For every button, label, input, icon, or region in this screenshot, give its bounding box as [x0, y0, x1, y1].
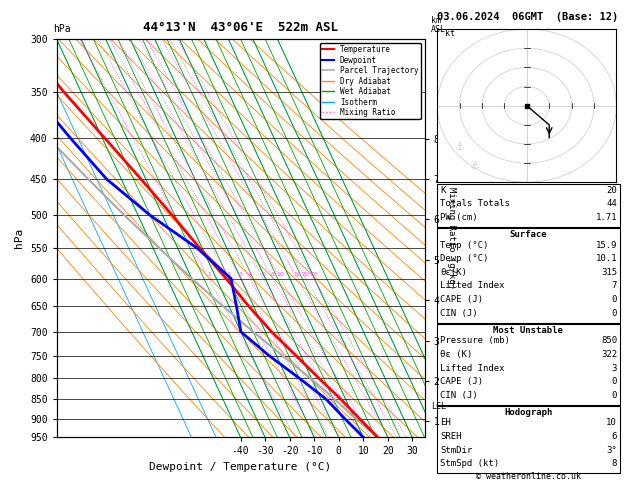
- Text: Lifted Index: Lifted Index: [440, 364, 505, 373]
- Text: 3°: 3°: [606, 446, 617, 455]
- Text: 3: 3: [611, 364, 617, 373]
- Text: 03.06.2024  06GMT  (Base: 12): 03.06.2024 06GMT (Base: 12): [437, 12, 618, 22]
- Text: CAPE (J): CAPE (J): [440, 377, 483, 386]
- Text: ⚓: ⚓: [455, 142, 465, 152]
- Text: 3: 3: [239, 272, 243, 277]
- Text: km
ASL: km ASL: [431, 16, 446, 34]
- Text: CAPE (J): CAPE (J): [440, 295, 483, 304]
- Y-axis label: Mixing Ratio (g/kg): Mixing Ratio (g/kg): [447, 187, 456, 289]
- Text: © weatheronline.co.uk: © weatheronline.co.uk: [476, 472, 581, 481]
- Text: EH: EH: [440, 418, 451, 428]
- Text: 10: 10: [606, 418, 617, 428]
- Text: 0: 0: [611, 309, 617, 318]
- Text: PW (cm): PW (cm): [440, 213, 478, 222]
- Text: 0: 0: [611, 377, 617, 386]
- Text: 1: 1: [207, 272, 211, 277]
- Text: 4: 4: [248, 272, 252, 277]
- Legend: Temperature, Dewpoint, Parcel Trajectory, Dry Adiabat, Wet Adiabat, Isotherm, Mi: Temperature, Dewpoint, Parcel Trajectory…: [320, 43, 421, 120]
- Text: K: K: [440, 186, 446, 195]
- Text: Surface: Surface: [509, 230, 547, 239]
- Text: Temp (°C): Temp (°C): [440, 241, 489, 250]
- Text: θε (K): θε (K): [440, 350, 472, 359]
- Text: Dewp (°C): Dewp (°C): [440, 254, 489, 263]
- Text: 7: 7: [611, 281, 617, 291]
- Text: 20: 20: [302, 272, 309, 277]
- Text: 1.71: 1.71: [596, 213, 617, 222]
- Text: Pressure (mb): Pressure (mb): [440, 336, 510, 346]
- Text: Hodograph: Hodograph: [504, 408, 552, 417]
- Text: 25: 25: [310, 272, 318, 277]
- Text: Totals Totals: Totals Totals: [440, 199, 510, 208]
- Text: 15.9: 15.9: [596, 241, 617, 250]
- Text: 16: 16: [294, 272, 301, 277]
- X-axis label: Dewpoint / Temperature (°C): Dewpoint / Temperature (°C): [150, 462, 331, 472]
- Text: 10.1: 10.1: [596, 254, 617, 263]
- Text: 322: 322: [601, 350, 617, 359]
- Text: 0: 0: [611, 391, 617, 400]
- Text: 2: 2: [226, 272, 231, 277]
- Text: ⚓: ⚓: [469, 161, 479, 172]
- Text: CIN (J): CIN (J): [440, 391, 478, 400]
- Text: SREH: SREH: [440, 432, 462, 441]
- Text: 8: 8: [271, 272, 275, 277]
- Text: 44°13'N  43°06'E  522m ASL: 44°13'N 43°06'E 522m ASL: [143, 21, 338, 34]
- Text: Lifted Index: Lifted Index: [440, 281, 505, 291]
- Text: 6: 6: [611, 432, 617, 441]
- Text: StmSpd (kt): StmSpd (kt): [440, 459, 499, 469]
- Text: 6: 6: [261, 272, 265, 277]
- Text: 315: 315: [601, 268, 617, 277]
- Text: 20: 20: [606, 186, 617, 195]
- Text: θε(K): θε(K): [440, 268, 467, 277]
- Text: Most Unstable: Most Unstable: [493, 326, 564, 335]
- Y-axis label: hPa: hPa: [14, 228, 25, 248]
- Text: StmDir: StmDir: [440, 446, 472, 455]
- Text: kt: kt: [445, 29, 455, 37]
- Text: 10: 10: [277, 272, 284, 277]
- Text: 44: 44: [606, 199, 617, 208]
- Text: 8: 8: [611, 459, 617, 469]
- Text: 0: 0: [611, 295, 617, 304]
- Text: LCL: LCL: [431, 402, 447, 412]
- Text: hPa: hPa: [53, 24, 71, 34]
- Text: 850: 850: [601, 336, 617, 346]
- Text: CIN (J): CIN (J): [440, 309, 478, 318]
